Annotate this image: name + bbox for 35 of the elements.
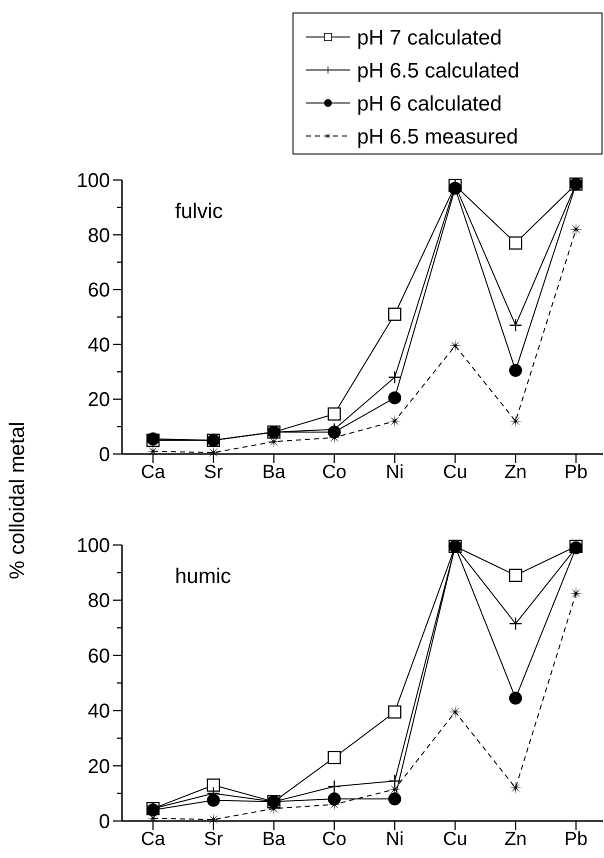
x-tick-label: Ba [262,462,286,483]
y-tick-label: 40 [88,700,110,723]
annotation: humic [175,565,232,588]
annotation: fulvic [175,200,223,223]
legend-label: pH 7 calculated [357,26,502,50]
y-tick-label: 20 [88,756,110,778]
x-tick-label: Ca [140,829,166,850]
y-tick-label: 80 [88,224,110,247]
y-tick-label: 0 [98,811,110,833]
x-tick-label: Cu [443,829,468,850]
x-tick-label: Ni [386,829,404,850]
x-tick-label: Zn [504,829,527,850]
y-tick-label: 20 [88,389,110,412]
x-tick-label: Ni [386,462,404,483]
legend-label: pH 6.5 measured [357,125,518,148]
x-tick-label: Co [322,462,346,483]
y-axis-title: % colloidal metal [6,422,29,580]
x-tick-label: Ba [262,829,286,850]
legend-label: pH 6 calculated [357,92,502,116]
x-tick-label: Sr [204,462,224,483]
y-tick-label: 40 [88,334,110,356]
x-tick-label: Cu [443,462,468,483]
y-tick-label: 60 [88,280,110,302]
y-tick-label: 100 [76,535,110,557]
x-tick-label: Pb [564,829,588,850]
y-tick-label: 0 [98,444,110,466]
x-tick-label: Pb [564,462,588,483]
x-tick-label: Zn [504,462,527,483]
x-tick-label: Co [322,829,346,850]
y-tick-label: 100 [76,170,110,192]
legend-label: pH 6.5 calculated [357,59,520,82]
x-tick-label: Sr [204,829,224,850]
y-tick-label: 80 [88,590,110,612]
y-tick-label: 60 [88,645,110,668]
x-tick-label: Ca [140,462,166,483]
